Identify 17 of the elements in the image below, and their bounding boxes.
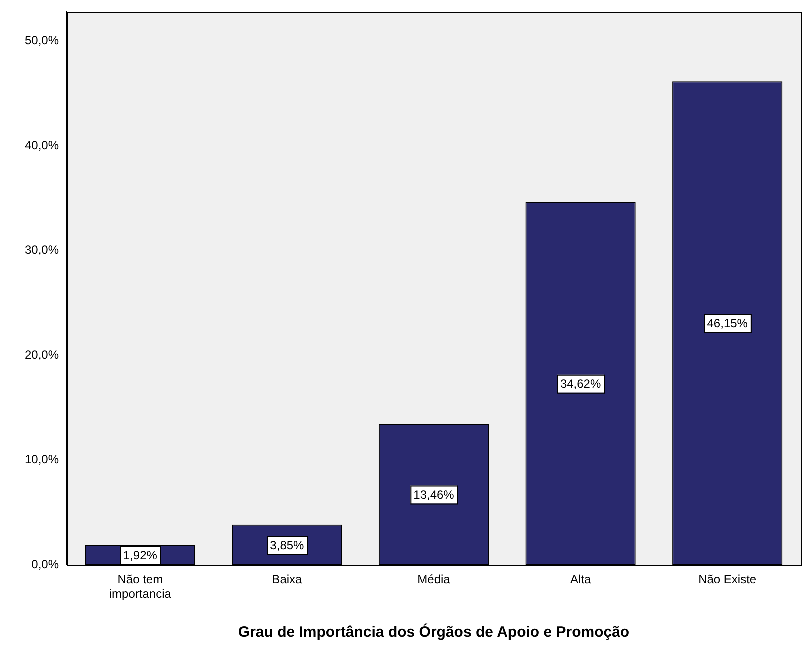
y-tick-label: 10,0% xyxy=(24,452,60,467)
x-tick-label: Não tem importancia xyxy=(109,572,172,602)
y-tick-label: 50,0% xyxy=(24,34,60,48)
y-tick-label: 40,0% xyxy=(24,138,60,152)
y-tick-label: 30,0% xyxy=(24,243,60,258)
x-axis-title: Grau de Importância dos Órgãos de Apoio e Promoção xyxy=(238,623,630,642)
y-tick-label: 0,0% xyxy=(32,558,60,572)
data-label: 3,85% xyxy=(270,538,305,552)
x-tick-label: Não Existe xyxy=(698,572,757,587)
x-tick-label: Média xyxy=(418,572,451,587)
data-label: 1,92% xyxy=(123,548,158,562)
x-tick-label: Baixa xyxy=(272,572,303,587)
y-tick-label: 20,0% xyxy=(24,348,60,362)
data-label: 34,62% xyxy=(560,377,602,392)
data-label: 13,46% xyxy=(414,488,455,502)
data-label: 46,15% xyxy=(707,316,748,331)
x-tick-label: Alta xyxy=(570,572,592,587)
